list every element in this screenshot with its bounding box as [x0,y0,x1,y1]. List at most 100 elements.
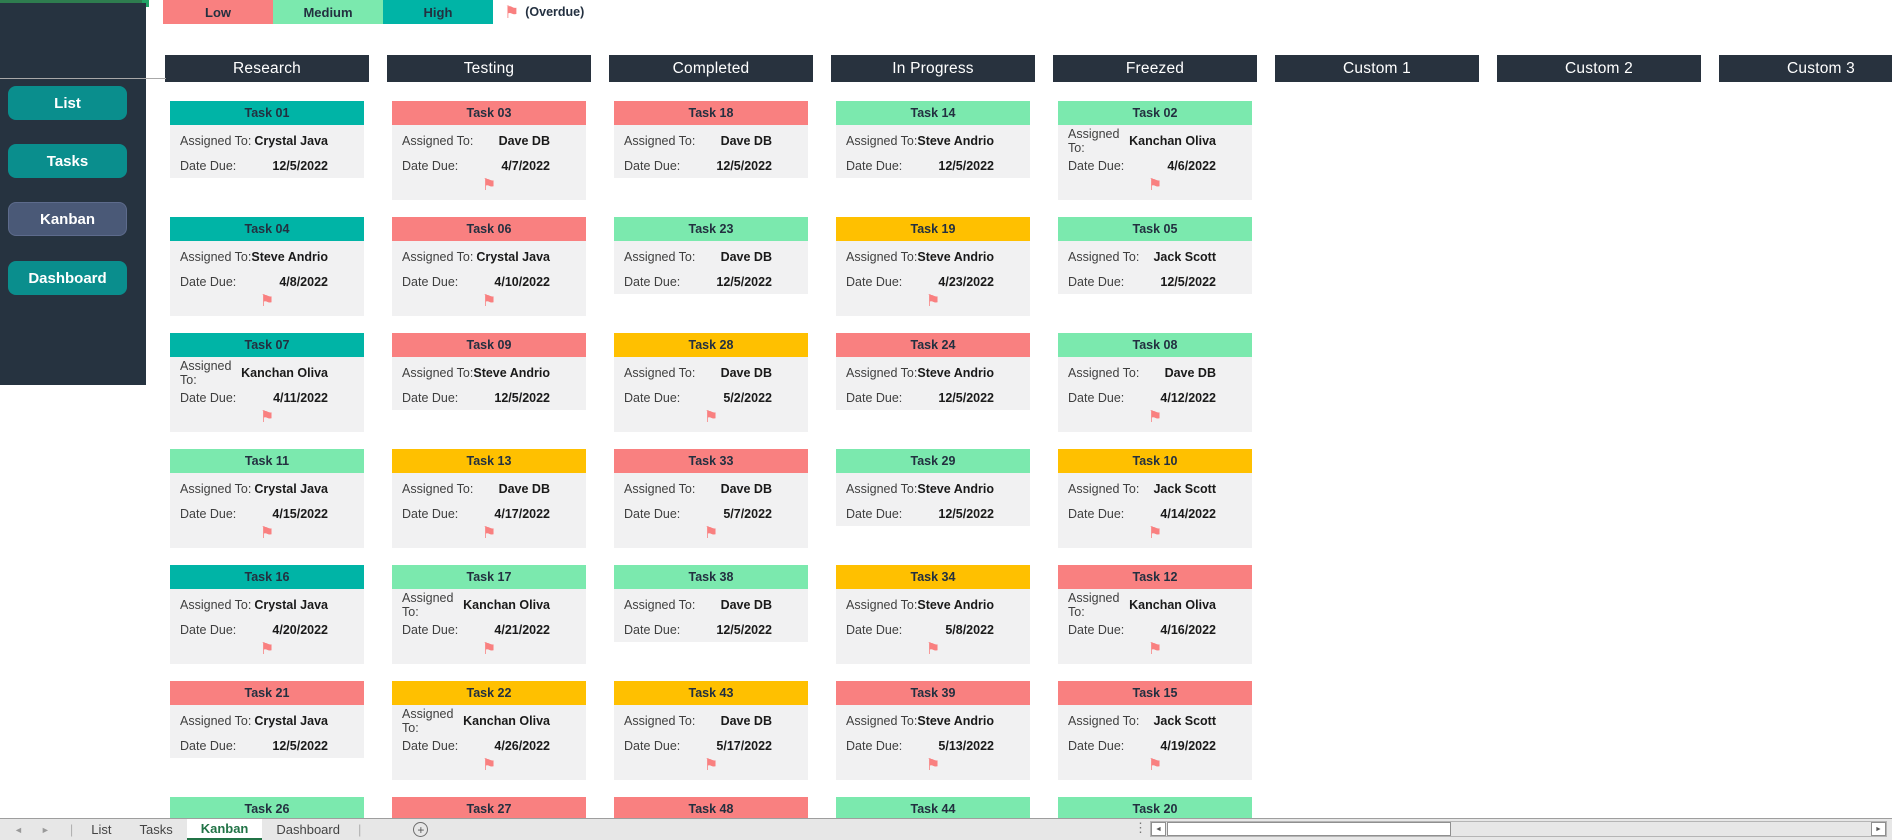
task-card[interactable]: Task 43 Assigned To: Dave DB Date Due: 5… [614,681,808,780]
sidebar-item-dashboard[interactable]: Dashboard [8,261,127,295]
assigned-to-label: Assigned To: [180,133,252,148]
task-card[interactable]: Task 20 Assigned To: Date Due: [1058,797,1252,818]
date-due-label: Date Due: [846,622,903,637]
task-card[interactable]: Task 24 Assigned To: Steve Andrio Date D… [836,333,1030,410]
assigned-to-label: Assigned To: [180,249,252,264]
assigned-to-label: Assigned To: [624,481,696,496]
task-card-title: Task 44 [836,797,1030,818]
sidebar-button-label: Kanban [39,210,95,228]
task-card-body: Assigned To: Steve Andrio Date Due: 4/23… [836,241,1030,316]
task-card-body: Assigned To: Steve Andrio Date Due: 12/5… [836,357,1030,410]
task-card[interactable]: Task 15 Assigned To: Jack Scott Date Due… [1058,681,1252,780]
task-card[interactable]: Task 17 Assigned To: Kanchan Oliva Date … [392,565,586,664]
scroll-left-button[interactable]: ◄ [1151,822,1166,836]
date-due-value: 5/7/2022 [723,506,772,521]
task-card-title: Task 20 [1058,797,1252,818]
horizontal-scrollbar[interactable]: ◄ ► [1150,821,1887,837]
task-card-body: Assigned To: Crystal Java Date Due: 4/10… [392,241,586,316]
task-card[interactable]: Task 28 Assigned To: Dave DB Date Due: 5… [614,333,808,432]
assigned-to-value: Steve Andrio [473,365,550,380]
overdue-flag-icon: ⚑ [481,177,497,194]
task-card[interactable]: Task 11 Assigned To: Crystal Java Date D… [170,449,364,548]
task-card-body: Assigned To: Kanchan Oliva Date Due: 4/2… [392,705,586,780]
sheet-tab-kanban[interactable]: Kanban [186,819,263,840]
task-card-slot: Task 17 Assigned To: Kanchan Oliva Date … [387,565,591,681]
date-due-label: Date Due: [1068,622,1125,637]
task-card[interactable]: Task 12 Assigned To: Kanchan Oliva Date … [1058,565,1252,664]
overdue-flag-icon: ⚑ [259,641,275,658]
overdue-flag-row: ⚑ [614,410,808,432]
task-card[interactable]: Task 18 Assigned To: Dave DB Date Due: 1… [614,101,808,178]
assigned-to-value: Steve Andrio [917,365,994,380]
task-card[interactable]: Task 04 Assigned To: Steve Andrio Date D… [170,217,364,316]
date-due-label: Date Due: [846,274,903,289]
task-card[interactable]: Task 13 Assigned To: Dave DB Date Due: 4… [392,449,586,548]
date-due-label: Date Due: [402,390,459,405]
sheet-nav-left-icon[interactable]: ◄ [14,824,23,835]
assigned-to-label: Assigned To: [180,481,252,496]
task-card-body: Assigned To: Dave DB Date Due: 4/17/2022… [392,473,586,548]
column-title: In Progress [892,59,974,77]
date-due-value: 12/5/2022 [938,158,994,173]
task-card[interactable]: Task 33 Assigned To: Dave DB Date Due: 5… [614,449,808,548]
task-card[interactable]: Task 10 Assigned To: Jack Scott Date Due… [1058,449,1252,548]
task-card[interactable]: Task 03 Assigned To: Dave DB Date Due: 4… [392,101,586,200]
task-card[interactable]: Task 08 Assigned To: Dave DB Date Due: 4… [1058,333,1252,432]
task-card[interactable]: Task 23 Assigned To: Dave DB Date Due: 1… [614,217,808,294]
sheet-tab-tasks[interactable]: Tasks [125,819,186,840]
sheet-nav-right-icon[interactable]: ► [40,824,50,835]
task-card[interactable]: Task 48 Assigned To: Date Due: [614,797,808,818]
task-card-slot: Task 26 Assigned To: Date Due: [165,797,369,818]
task-card[interactable]: Task 26 Assigned To: Date Due: [170,797,364,818]
overdue-flag-icon: ⚑ [703,757,719,774]
task-card[interactable]: Task 06 Assigned To: Crystal Java Date D… [392,217,586,316]
scroll-right-button[interactable]: ► [1871,822,1886,836]
assigned-to-value: Steve Andrio [917,597,994,612]
tabbar-resize-handle[interactable]: ⋮ [1134,820,1147,835]
sidebar-item-tasks[interactable]: Tasks [8,144,127,178]
column-cards: Task 01 Assigned To: Crystal Java Date D… [165,82,369,818]
kanban-column-custom-3: Custom 3 [1719,55,1892,101]
task-card-title: Task 29 [836,449,1030,473]
column-header: Research [165,55,369,82]
sheet-tab-dashboard[interactable]: Dashboard [262,819,354,840]
sidebar-item-kanban[interactable]: Kanban [8,202,127,236]
task-card[interactable]: Task 34 Assigned To: Steve Andrio Date D… [836,565,1030,664]
sidebar-item-list[interactable]: List [8,86,127,120]
task-card[interactable]: Task 27 Assigned To: Date Due: [392,797,586,818]
add-sheet-button[interactable]: + [413,822,429,837]
task-card-body: Assigned To: Steve Andrio Date Due: 12/5… [836,473,1030,526]
date-due-value: 4/21/2022 [494,622,550,637]
sheet-tab-list[interactable]: List [77,819,125,840]
date-due-value: 12/5/2022 [272,738,328,753]
assigned-to-value: Dave DB [720,713,772,728]
scrollbar-thumb[interactable] [1167,822,1451,836]
legend-item-label: Low [205,4,231,20]
kanban-column-testing: Testing Task 03 Assigned To: Dave DB Dat… [387,55,591,818]
sheet-tab-label: Kanban [200,821,249,836]
date-due-label: Date Due: [846,738,903,753]
task-card[interactable]: Task 22 Assigned To: Kanchan Oliva Date … [392,681,586,780]
task-card-title: Task 13 [392,449,586,473]
task-card-slot: Task 24 Assigned To: Steve Andrio Date D… [831,333,1035,449]
date-due-label: Date Due: [624,622,681,637]
task-card[interactable]: Task 09 Assigned To: Steve Andrio Date D… [392,333,586,410]
task-card-title: Task 04 [170,217,364,241]
task-card[interactable]: Task 16 Assigned To: Crystal Java Date D… [170,565,364,664]
task-card[interactable]: Task 01 Assigned To: Crystal Java Date D… [170,101,364,178]
task-card-body: Assigned To: Jack Scott Date Due: 4/14/2… [1058,473,1252,548]
task-card[interactable]: Task 02 Assigned To: Kanchan Oliva Date … [1058,101,1252,200]
task-card-slot: Task 21 Assigned To: Crystal Java Date D… [165,681,369,797]
task-card[interactable]: Task 39 Assigned To: Steve Andrio Date D… [836,681,1030,780]
assigned-to-value: Dave DB [720,249,772,264]
task-card[interactable]: Task 44 Assigned To: Date Due: [836,797,1030,818]
date-due-label: Date Due: [402,274,459,289]
task-card[interactable]: Task 14 Assigned To: Steve Andrio Date D… [836,101,1030,178]
assigned-to-label: Assigned To: [1068,249,1140,264]
task-card[interactable]: Task 19 Assigned To: Steve Andrio Date D… [836,217,1030,316]
task-card[interactable]: Task 38 Assigned To: Dave DB Date Due: 1… [614,565,808,642]
task-card[interactable]: Task 29 Assigned To: Steve Andrio Date D… [836,449,1030,526]
task-card[interactable]: Task 07 Assigned To: Kanchan Oliva Date … [170,333,364,432]
task-card[interactable]: Task 21 Assigned To: Crystal Java Date D… [170,681,364,758]
task-card[interactable]: Task 05 Assigned To: Jack Scott Date Due… [1058,217,1252,294]
